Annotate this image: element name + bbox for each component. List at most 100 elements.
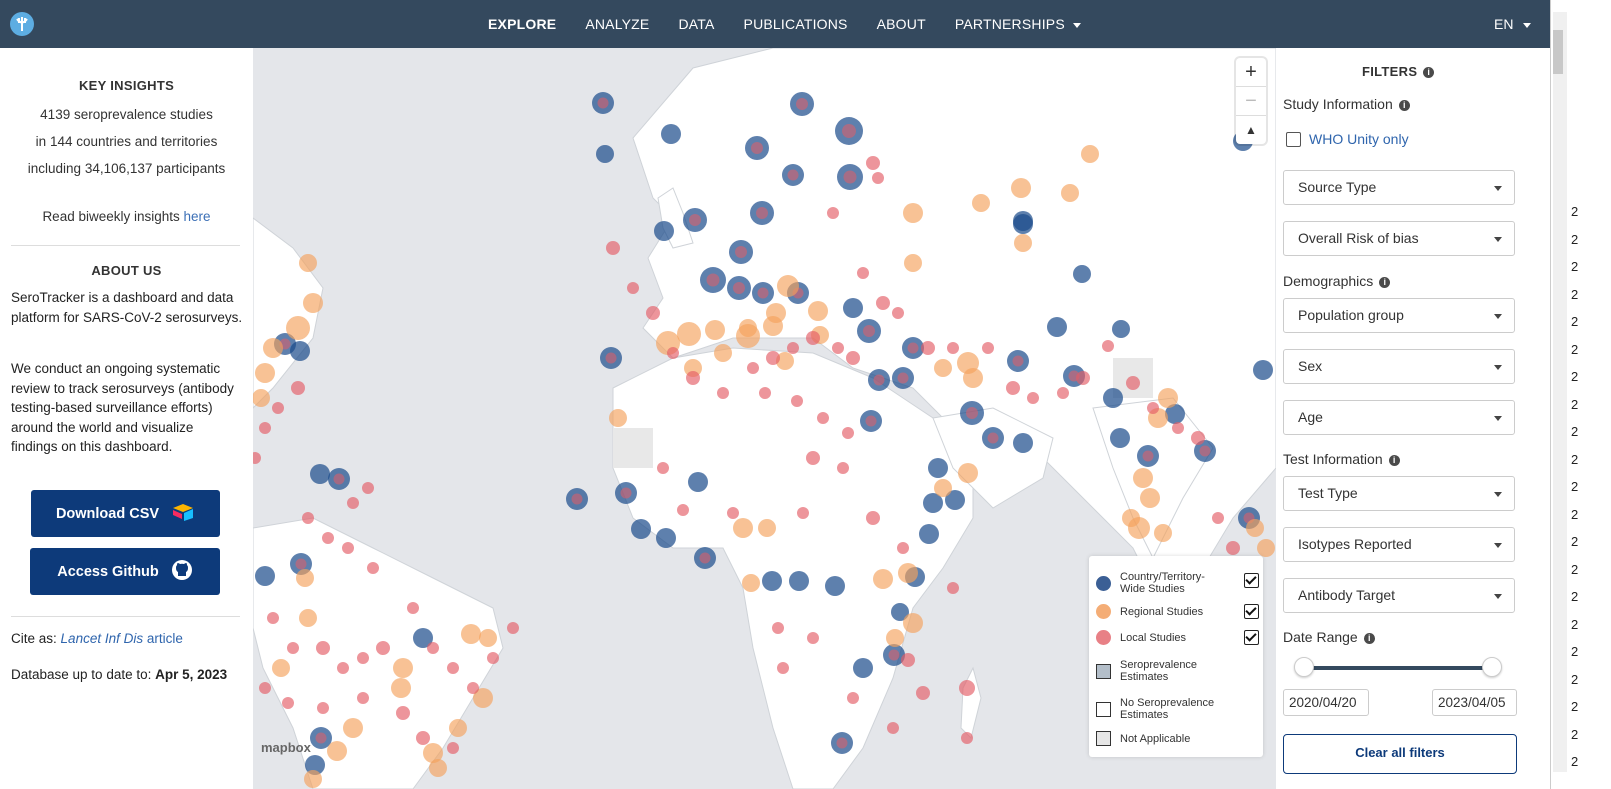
country-study-marker[interactable]	[654, 221, 674, 241]
date-start-handle[interactable]	[1294, 657, 1314, 677]
local-study-marker[interactable]	[888, 649, 900, 661]
local-study-marker[interactable]	[427, 642, 439, 654]
info-icon[interactable]: i	[1398, 100, 1410, 111]
local-study-marker[interactable]	[1191, 431, 1205, 445]
regional-study-marker[interactable]	[1133, 468, 1153, 488]
country-study-marker[interactable]	[853, 658, 873, 678]
local-study-marker[interactable]	[272, 402, 284, 414]
regional-study-marker[interactable]	[1154, 524, 1172, 542]
local-study-marker[interactable]	[916, 686, 930, 700]
nav-explore[interactable]: EXPLORE	[488, 16, 557, 32]
test-type-select[interactable]: Test Type	[1283, 476, 1515, 511]
local-study-marker[interactable]	[1012, 355, 1024, 367]
local-study-marker[interactable]	[887, 722, 899, 734]
country-study-marker[interactable]	[1073, 265, 1091, 283]
country-study-marker[interactable]	[1103, 388, 1123, 408]
legend-local-checkbox[interactable]	[1244, 630, 1259, 645]
regional-study-marker[interactable]	[677, 322, 701, 346]
local-study-marker[interactable]	[735, 246, 747, 258]
country-study-marker[interactable]	[919, 524, 939, 544]
date-range-slider[interactable]	[1297, 666, 1493, 670]
country-study-marker[interactable]	[255, 566, 275, 586]
local-study-marker[interactable]	[416, 731, 430, 745]
info-icon[interactable]: i	[1363, 633, 1375, 644]
country-study-marker[interactable]	[1112, 320, 1130, 338]
access-github-button[interactable]: Access Github	[30, 548, 220, 595]
regional-study-marker[interactable]	[303, 293, 323, 313]
regional-study-marker[interactable]	[873, 569, 893, 589]
info-icon[interactable]: i	[1388, 455, 1400, 466]
regional-study-marker[interactable]	[904, 254, 922, 272]
regional-study-marker[interactable]	[343, 718, 363, 738]
regional-study-marker[interactable]	[479, 629, 497, 647]
regional-study-marker[interactable]	[1014, 234, 1032, 252]
nav-about[interactable]: ABOUT	[876, 16, 926, 32]
local-study-marker[interactable]	[733, 282, 745, 294]
who-unity-filter[interactable]: WHO Unity only	[1286, 131, 1409, 147]
local-study-marker[interactable]	[947, 582, 959, 594]
regional-study-marker[interactable]	[763, 316, 783, 336]
risk-of-bias-select[interactable]: Overall Risk of bias	[1283, 221, 1515, 256]
local-study-marker[interactable]	[1142, 450, 1154, 462]
local-study-marker[interactable]	[1172, 422, 1184, 434]
regional-study-marker[interactable]	[934, 359, 952, 377]
country-study-marker[interactable]	[762, 571, 782, 591]
local-study-marker[interactable]	[315, 732, 327, 744]
country-study-marker[interactable]	[305, 755, 325, 775]
country-study-marker[interactable]	[789, 571, 809, 591]
regional-study-marker[interactable]	[758, 519, 776, 537]
download-csv-button[interactable]: Download CSV	[31, 490, 220, 537]
local-study-marker[interactable]	[806, 331, 820, 345]
local-study-marker[interactable]	[836, 737, 848, 749]
regional-study-marker[interactable]	[886, 629, 904, 647]
regional-study-marker[interactable]	[934, 479, 952, 497]
country-study-marker[interactable]	[843, 298, 863, 318]
regional-study-marker[interactable]	[473, 688, 493, 708]
local-study-marker[interactable]	[689, 214, 701, 226]
local-study-marker[interactable]	[987, 432, 999, 444]
local-study-marker[interactable]	[876, 296, 890, 310]
country-study-marker[interactable]	[1013, 211, 1033, 231]
who-unity-checkbox[interactable]	[1286, 131, 1301, 147]
regional-study-marker[interactable]	[1257, 539, 1275, 557]
local-study-marker[interactable]	[766, 351, 780, 365]
country-study-marker[interactable]	[310, 464, 330, 484]
source-type-select[interactable]: Source Type	[1283, 170, 1515, 205]
local-study-marker[interactable]	[487, 652, 499, 664]
local-study-marker[interactable]	[1212, 512, 1224, 524]
local-study-marker[interactable]	[267, 612, 279, 624]
local-study-marker[interactable]	[686, 371, 700, 385]
sex-select[interactable]: Sex	[1283, 349, 1515, 384]
country-study-marker[interactable]	[825, 576, 845, 596]
regional-study-marker[interactable]	[299, 254, 317, 272]
country-study-marker[interactable]	[928, 458, 948, 478]
clear-filters-button[interactable]: Clear all filters	[1283, 734, 1517, 774]
country-study-marker[interactable]	[656, 528, 676, 548]
local-study-marker[interactable]	[317, 702, 329, 714]
local-study-marker[interactable]	[407, 602, 419, 614]
local-study-marker[interactable]	[376, 641, 390, 655]
regional-study-marker[interactable]	[903, 203, 923, 223]
local-study-marker[interactable]	[907, 342, 919, 354]
local-study-marker[interactable]	[757, 287, 769, 299]
local-study-marker[interactable]	[597, 97, 609, 109]
country-study-marker[interactable]	[891, 603, 909, 621]
local-study-marker[interactable]	[367, 562, 379, 574]
regional-study-marker[interactable]	[1081, 145, 1099, 163]
local-study-marker[interactable]	[396, 706, 410, 720]
local-study-marker[interactable]	[1102, 340, 1114, 352]
local-study-marker[interactable]	[817, 412, 829, 424]
biweekly-link[interactable]: here	[183, 209, 211, 224]
local-study-marker[interactable]	[302, 512, 314, 524]
map-canvas[interactable]	[253, 48, 1276, 789]
local-study-marker[interactable]	[347, 497, 359, 509]
country-study-marker[interactable]	[1047, 317, 1067, 337]
local-study-marker[interactable]	[727, 507, 739, 519]
info-icon[interactable]: i	[1423, 67, 1435, 78]
local-study-marker[interactable]	[447, 662, 459, 674]
regional-study-marker[interactable]	[429, 759, 447, 777]
regional-study-marker[interactable]	[255, 363, 275, 383]
local-study-marker[interactable]	[606, 241, 620, 255]
scrollbar-thumb[interactable]	[1553, 30, 1563, 74]
local-study-marker[interactable]	[966, 407, 978, 419]
